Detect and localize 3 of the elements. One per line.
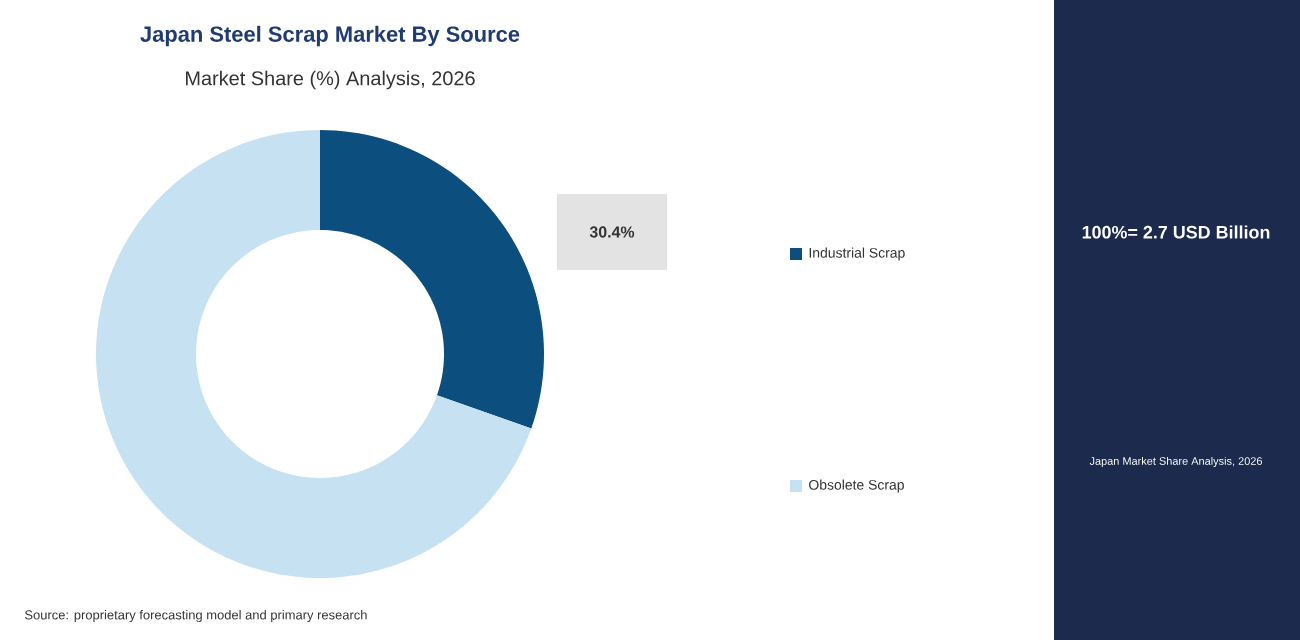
text: 100%= 2.7 USD Billion bbox=[1082, 225, 1270, 239]
chart-subtitle: Market Share (%) Analysis, 2026 bbox=[186, 70, 475, 90]
chart-title: Japan Steel Scrap Market By Source bbox=[140, 25, 520, 47]
